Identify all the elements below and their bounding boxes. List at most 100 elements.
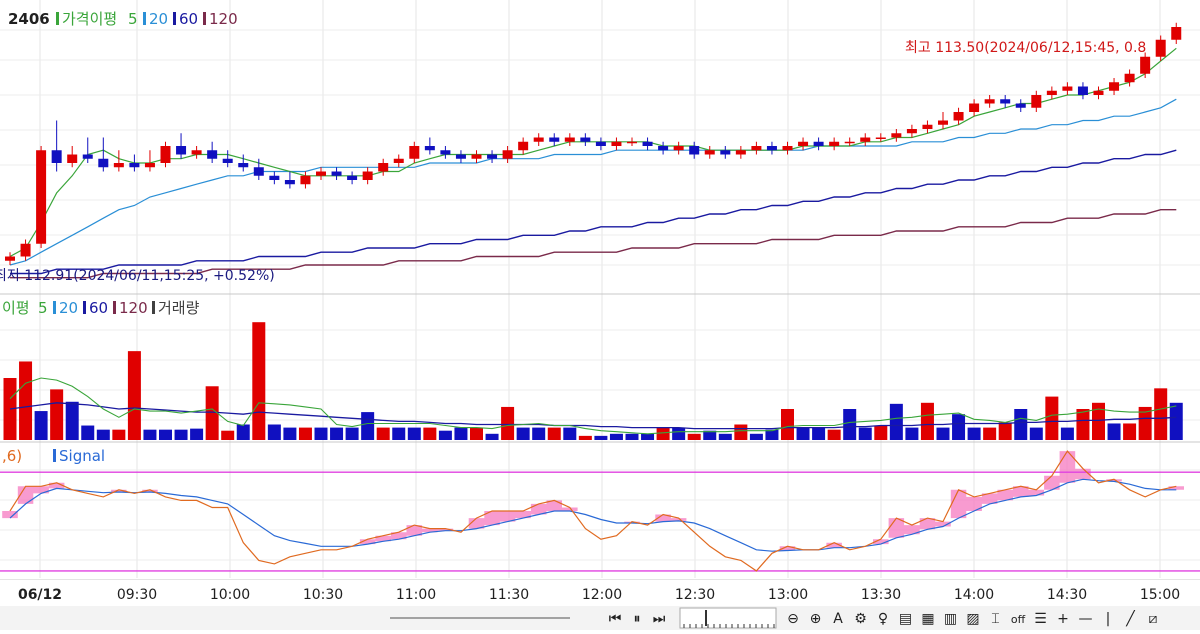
volume-bar[interactable] <box>50 389 64 440</box>
candle[interactable] <box>984 95 995 108</box>
volume-bar[interactable] <box>563 427 577 440</box>
candle[interactable] <box>938 112 948 129</box>
candle[interactable] <box>440 146 451 159</box>
volume-bar[interactable] <box>143 429 157 440</box>
candle[interactable] <box>269 171 280 185</box>
volume-bar[interactable] <box>1014 409 1028 440</box>
candle[interactable] <box>455 150 466 163</box>
candle[interactable] <box>20 239 31 261</box>
candle[interactable] <box>82 137 93 164</box>
volume-bar[interactable] <box>516 427 530 440</box>
volume-bar[interactable] <box>858 427 872 440</box>
candle[interactable] <box>969 99 980 117</box>
candle[interactable] <box>1046 86 1057 100</box>
chart-type-icon[interactable]: ▥ <box>942 609 960 627</box>
candle[interactable] <box>627 137 637 147</box>
last-icon[interactable]: ⏭ <box>650 609 668 627</box>
candle[interactable] <box>393 154 404 168</box>
volume-bar[interactable] <box>438 430 452 440</box>
volume-bar[interactable] <box>547 427 561 440</box>
candle[interactable] <box>813 137 824 151</box>
volume-bar[interactable] <box>361 412 375 440</box>
volume-bar[interactable] <box>221 430 235 440</box>
volume-bar[interactable] <box>96 429 110 440</box>
candle[interactable] <box>378 158 389 176</box>
volume-bar[interactable] <box>1107 423 1121 440</box>
candle[interactable] <box>424 137 435 155</box>
vertical-line-icon[interactable]: ⌶ <box>987 609 1005 627</box>
off-toggle-icon[interactable]: off <box>1009 609 1027 627</box>
first-icon[interactable]: ⏮ <box>606 609 624 627</box>
candle[interactable] <box>1155 35 1166 62</box>
vertical-bar-icon[interactable]: | <box>1099 609 1117 627</box>
candle[interactable] <box>875 133 886 142</box>
toolbar[interactable]: ⏮ ⏸ ⏭ ⊖ ⊕ A ⚙ ♀ ▤ ▦ ▥ ▨ ⌶ off ☰ + — | ╱ ⧄ <box>0 606 1200 630</box>
volume-bar[interactable] <box>19 361 33 440</box>
volume-bar[interactable] <box>1045 396 1059 440</box>
candle[interactable] <box>1031 90 1042 112</box>
volume-bar[interactable] <box>392 427 406 440</box>
zoom-in-icon[interactable]: ⊕ <box>807 609 825 627</box>
volume-bar[interactable] <box>781 409 794 440</box>
volume-bar[interactable] <box>936 427 950 440</box>
candle[interactable] <box>642 137 653 151</box>
candle[interactable] <box>1015 99 1026 112</box>
candle[interactable] <box>144 150 155 172</box>
volume-bar[interactable] <box>283 427 297 440</box>
candle[interactable] <box>735 146 746 159</box>
volume-bar[interactable] <box>407 427 421 440</box>
candle[interactable] <box>766 141 777 155</box>
volume-bar[interactable] <box>174 429 188 440</box>
volume-panel[interactable] <box>3 322 1183 440</box>
volume-bar[interactable] <box>314 427 328 440</box>
pause-icon[interactable]: ⏸ <box>628 609 646 627</box>
candle[interactable] <box>658 141 669 155</box>
volume-bar[interactable] <box>190 428 204 440</box>
volume-bar[interactable] <box>718 433 732 440</box>
volume-bar[interactable] <box>889 403 903 440</box>
volume-bar[interactable] <box>874 425 888 440</box>
volume-bar[interactable] <box>656 427 670 440</box>
volume-bar[interactable] <box>470 427 483 440</box>
candle[interactable] <box>782 141 793 155</box>
volume-bar[interactable] <box>454 427 468 440</box>
candle[interactable] <box>533 133 544 146</box>
candle[interactable] <box>1062 82 1073 95</box>
indicator-icon[interactable]: ♀ <box>874 609 892 627</box>
crosshair-icon[interactable]: + <box>1054 609 1072 627</box>
volume-bar[interactable] <box>376 427 390 440</box>
candle[interactable] <box>673 141 684 155</box>
volume-bar[interactable] <box>1076 409 1090 440</box>
candle[interactable] <box>689 141 700 159</box>
volume-bar[interactable] <box>625 433 639 440</box>
candle[interactable] <box>829 137 840 151</box>
text-tool-icon[interactable]: A <box>829 609 847 627</box>
volume-bar[interactable] <box>998 422 1012 440</box>
channel-icon[interactable]: ⧄ <box>1144 609 1162 627</box>
candle[interactable] <box>331 167 342 180</box>
fibonacci-icon[interactable]: ☰ <box>1032 609 1050 627</box>
horizontal-line-icon[interactable]: — <box>1077 609 1095 627</box>
volume-bar[interactable] <box>34 411 48 440</box>
volume-bar[interactable] <box>578 435 592 440</box>
volume-bar[interactable] <box>843 409 857 440</box>
volume-bar[interactable] <box>298 427 312 440</box>
candle[interactable] <box>51 120 62 172</box>
volume-bar[interactable] <box>749 433 763 440</box>
candle[interactable] <box>129 154 140 172</box>
volume-bar[interactable] <box>594 435 608 440</box>
candle[interactable] <box>564 133 575 146</box>
grid-icon[interactable]: ▦ <box>919 609 937 627</box>
volume-bar[interactable] <box>1060 427 1074 440</box>
macd-panel[interactable] <box>0 450 1200 572</box>
volume-bar[interactable] <box>423 427 437 440</box>
volume-bar[interactable] <box>127 351 141 440</box>
compare-icon[interactable]: ▨ <box>964 609 982 627</box>
candle[interactable] <box>502 146 513 163</box>
candle[interactable] <box>5 252 15 265</box>
volume-bar[interactable] <box>501 406 515 440</box>
candle[interactable] <box>36 146 47 248</box>
volume-bar[interactable] <box>687 433 701 440</box>
candle[interactable] <box>1140 52 1151 79</box>
volume-bar[interactable] <box>1029 427 1043 440</box>
